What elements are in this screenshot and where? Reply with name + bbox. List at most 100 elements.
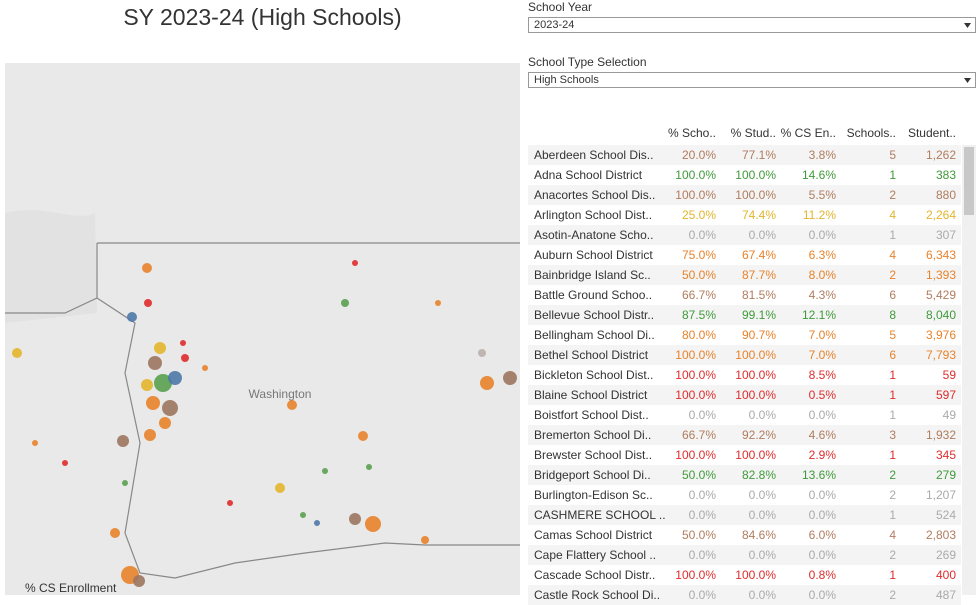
table-row[interactable]: Bainbridge Island Sc.. 50.0% 87.7% 8.0% 2 1,3… (528, 265, 961, 285)
site-marker[interactable] (144, 429, 156, 441)
table-row[interactable]: Brewster School Dist.. 100.0% 100.0% 2.9% 1 3… (528, 445, 961, 465)
table-row[interactable]: Camas School District 50.0% 84.6% 6.0% 4 2,80… (528, 525, 961, 545)
table-row[interactable]: Auburn School District 75.0% 67.4% 6.3% 4 6,3… (528, 245, 961, 265)
table-cell: 99.1% (741, 308, 776, 322)
table-cell: 0.0% (748, 548, 776, 562)
table-row[interactable]: Bellevue School Distr.. 87.5% 99.1% 12.1% 8 8… (528, 305, 961, 325)
site-marker[interactable] (341, 299, 349, 307)
title: SY 2023-24 (High Schools) (123, 4, 402, 30)
dropdown-value: 2023-24 (534, 19, 575, 31)
site-marker[interactable] (117, 435, 129, 447)
scrollbar[interactable] (962, 145, 976, 595)
column-header[interactable]: Schools.. (846, 126, 896, 140)
table-cell: 82.8% (741, 468, 776, 482)
table-cell: 4 (889, 528, 896, 542)
scrollbar-thumb[interactable] (964, 147, 974, 215)
site-marker[interactable] (122, 480, 128, 486)
site-marker[interactable] (358, 431, 368, 441)
table-cell: 100.0% (675, 168, 716, 182)
site-marker[interactable] (142, 263, 152, 273)
site-marker[interactable] (127, 312, 137, 322)
site-marker[interactable] (503, 371, 517, 385)
site-marker[interactable] (352, 260, 358, 266)
table-row[interactable]: Bickleton School Dist.. 100.0% 100.0% 8.5% 1… (528, 365, 961, 385)
table-cell: 74.4% (741, 208, 776, 222)
table-cell: 2,264 (925, 208, 956, 222)
table-cell: 50.0% (681, 268, 716, 282)
site-marker[interactable] (62, 460, 68, 466)
table-row[interactable]: Battle Ground Schoo.. 66.7% 81.5% 4.3% 6 5,42… (528, 285, 961, 305)
site-marker[interactable] (365, 516, 381, 532)
site-marker[interactable] (314, 520, 320, 526)
table-cell: 12.1% (801, 308, 836, 322)
table-cell: 0.0% (688, 548, 716, 562)
site-marker[interactable] (227, 500, 233, 506)
site-marker[interactable] (110, 528, 120, 538)
table-cell: 100.0% (675, 188, 716, 202)
table-row[interactable]: Asotin-Anatone Scho.. 0.0% 0.0% 0.0% 1 307 (528, 225, 961, 245)
table-row[interactable]: Adna School District 100.0% 100.0% 14.6% 1 38… (528, 165, 961, 185)
table-row[interactable]: Cascade School Distr.. 100.0% 100.0% 0.8% 1 4… (528, 565, 961, 585)
table-cell: 0.0% (748, 228, 776, 242)
table-row[interactable]: Bridgeport School Di.. 50.0% 82.8% 13.6% 2 27… (528, 465, 961, 485)
table-row[interactable]: Bellingham School Di.. 80.0% 90.7% 7.0% 5 3,9… (528, 325, 961, 345)
site-marker[interactable] (435, 300, 441, 306)
table-cell: 2 (889, 268, 896, 282)
site-marker[interactable] (480, 376, 494, 390)
site-marker[interactable] (133, 575, 145, 587)
table-cell: 2 (889, 188, 896, 202)
site-marker[interactable] (154, 374, 172, 392)
column-header[interactable]: % Scho.. (667, 126, 716, 140)
district-name: Bellevue School Distr.. (534, 308, 655, 322)
table-row[interactable]: CASHMERE SCHOOL .. 0.0% 0.0% 0.0% 1 524 (528, 505, 961, 525)
table-cell: 0.0% (808, 228, 836, 242)
column-header[interactable]: % Stud.. (730, 126, 776, 140)
site-marker[interactable] (168, 371, 182, 385)
site-marker[interactable] (275, 483, 285, 493)
table-row[interactable]: Bethel School District 100.0% 100.0% 7.0% 6 7… (528, 345, 961, 365)
table-row[interactable]: Boistfort School Dist.. 0.0% 0.0% 0.0% 1 49 (528, 405, 961, 425)
dropdown[interactable]: 2023-24 (528, 17, 976, 33)
site-marker[interactable] (421, 536, 429, 544)
site-marker[interactable] (159, 417, 171, 429)
table-row[interactable]: Cape Flattery School .. 0.0% 0.0% 0.0% 2 269 (528, 545, 961, 565)
table-cell: 100.0% (675, 368, 716, 382)
table-cell: 87.7% (741, 268, 776, 282)
table-row[interactable]: Castle Rock School Di.. 0.0% 0.0% 0.0% 2 487 (528, 585, 961, 605)
site-marker[interactable] (180, 340, 186, 346)
site-marker[interactable] (148, 356, 162, 370)
table-cell: 59 (942, 368, 956, 382)
site-marker[interactable] (349, 513, 361, 525)
column-header[interactable]: % CS En.. (780, 126, 836, 140)
table-cell: 100.0% (675, 388, 716, 402)
site-marker[interactable] (141, 379, 153, 391)
site-marker[interactable] (32, 440, 38, 446)
site-marker[interactable] (146, 396, 160, 410)
table-row[interactable]: Burlington-Edison Sc.. 0.0% 0.0% 0.0% 2 1,207 (528, 485, 961, 505)
site-marker[interactable] (322, 468, 328, 474)
site-marker[interactable] (162, 400, 178, 416)
table-cell: 1 (889, 168, 896, 182)
table-row[interactable]: Arlington School Dist.. 25.0% 74.4% 11.2% 4 2… (528, 205, 961, 225)
table-row[interactable]: Aberdeen School Dis.. 20.0% 77.1% 3.8% 5 1,26… (528, 145, 961, 165)
map[interactable]: Washington % CS Enrollment (5, 63, 520, 595)
table-cell: 6,343 (925, 248, 956, 262)
table-row[interactable]: Bremerton School Di.. 66.7% 92.2% 4.6% 3 1,93… (528, 425, 961, 445)
site-marker[interactable] (202, 365, 208, 371)
table-cell: 345 (935, 448, 956, 462)
site-marker[interactable] (287, 400, 297, 410)
table-row[interactable]: Blaine School District 100.0% 100.0% 0.5% 1 5… (528, 385, 961, 405)
site-marker[interactable] (300, 512, 306, 518)
table-cell: 100.0% (735, 568, 776, 582)
table-cell: 0.0% (688, 228, 716, 242)
site-marker[interactable] (144, 299, 152, 307)
table-cell: 3,976 (925, 328, 956, 342)
table-row[interactable]: Anacortes School Dis.. 100.0% 100.0% 5.5% 2 8… (528, 185, 961, 205)
site-marker[interactable] (366, 464, 372, 470)
site-marker[interactable] (154, 342, 166, 354)
site-marker[interactable] (181, 354, 189, 362)
site-marker[interactable] (12, 348, 22, 358)
dropdown[interactable]: High Schools (528, 72, 976, 88)
column-header[interactable]: Student.. (907, 126, 956, 140)
site-marker[interactable] (478, 349, 486, 357)
